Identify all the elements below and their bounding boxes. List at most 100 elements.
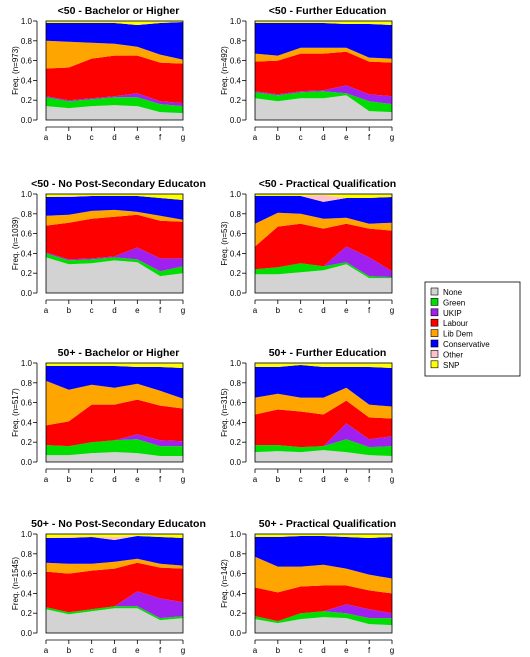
x-tick-label: g <box>181 133 185 142</box>
x-tick-label: e <box>344 133 349 142</box>
area-labour <box>46 399 183 447</box>
x-tick-label: g <box>390 133 394 142</box>
y-tick-label: 1.0 <box>230 190 242 199</box>
area-green <box>255 262 392 279</box>
x-tick-label: b <box>276 646 281 655</box>
y-tick-label: 0.0 <box>230 629 242 638</box>
x-tick-label: a <box>253 475 258 484</box>
area-conservative <box>46 195 183 220</box>
area-conservative <box>255 195 392 224</box>
x-tick-label: b <box>276 306 281 315</box>
y-axis-label: Freq. (n=53) <box>220 221 229 266</box>
x-tick-label: c <box>299 475 303 484</box>
y-tick-label: 0.2 <box>21 609 33 618</box>
area-ukip <box>46 93 183 107</box>
legend-item-labour: Labour <box>430 318 468 328</box>
chart-panel-1: <50 - Bachelor or Higher Freq. (n=973) 0.0… <box>11 5 185 142</box>
x-tick-label: e <box>344 475 349 484</box>
chart-panel-2: <50 - Further Education Freq. (n=492) 0.0 0… <box>220 5 394 142</box>
y-tick-label: 1.0 <box>21 530 33 539</box>
y-tick-label: 0.6 <box>21 399 33 408</box>
panel-title: <50 - Practical Qualification <box>259 178 396 190</box>
x-tick-label: c <box>90 133 94 142</box>
area-conservative <box>46 535 183 566</box>
x-tick-label: a <box>44 306 49 315</box>
area-conservative <box>255 535 392 579</box>
area-lib-dem <box>255 387 392 419</box>
area-lib-dem <box>255 47 392 63</box>
y-tick-label: 0.6 <box>21 230 33 239</box>
x-tick-label: f <box>159 646 162 655</box>
area-other <box>255 194 392 202</box>
x-tick-label: g <box>390 646 394 655</box>
plot-frame <box>45 193 184 294</box>
area-conservative <box>46 21 183 60</box>
plot-frame <box>254 193 393 294</box>
x-tick-label: d <box>112 646 116 655</box>
area-ukip <box>255 85 392 105</box>
x-tick-label: b <box>67 133 72 142</box>
panel-title: <50 - Further Education <box>269 5 387 17</box>
x-tick-label: d <box>321 475 325 484</box>
x-tick-label: f <box>368 475 371 484</box>
y-tick-label: 0.2 <box>21 96 33 105</box>
x-tick-label: g <box>390 306 394 315</box>
x-tick-label: a <box>253 133 258 142</box>
area-none <box>46 257 183 293</box>
y-tick-label: 0.2 <box>21 438 33 447</box>
x-tick-label: d <box>112 475 116 484</box>
area-ukip <box>255 246 392 278</box>
plot-frame <box>45 20 184 121</box>
y-tick-label: 0.4 <box>230 249 242 258</box>
y-tick-label: 0.8 <box>21 37 33 46</box>
y-tick-label: 0.2 <box>230 96 242 105</box>
area-labour <box>255 585 392 622</box>
x-tick-label: e <box>135 475 140 484</box>
chart-panel-5: 50+ - Bachelor or Higher Freq. (n=517) 0.0… <box>11 347 185 484</box>
y-axis-label: Freq. (n=315) <box>220 388 229 437</box>
legend-label: Other <box>443 350 463 359</box>
x-tick-label: e <box>135 306 140 315</box>
legend-swatch <box>430 318 439 327</box>
legend-item-ukip: UKIP <box>430 308 462 318</box>
y-tick-label: 0.4 <box>21 249 33 258</box>
y-axis-label: Freq. (n=1039) <box>11 217 20 270</box>
area-none <box>255 95 392 120</box>
y-tick-label: 0.2 <box>230 438 242 447</box>
area-ukip <box>255 604 392 622</box>
legend-swatch <box>430 308 439 317</box>
y-tick-label: 0.4 <box>21 418 33 427</box>
legend-item-none: None <box>430 287 463 297</box>
legend-item-snp: SNP <box>430 360 459 370</box>
x-tick-label: c <box>299 646 303 655</box>
area-none <box>255 264 392 293</box>
x-tick-label: e <box>135 133 140 142</box>
x-tick-label: f <box>368 306 371 315</box>
legend-label: UKIP <box>443 309 462 318</box>
x-tick-label: c <box>90 475 94 484</box>
x-tick-label: g <box>390 475 394 484</box>
y-tick-label: 0.6 <box>230 230 242 239</box>
x-tick-label: c <box>299 306 303 315</box>
legend-label: SNP <box>443 361 459 370</box>
legend-swatch <box>430 360 439 369</box>
y-tick-label: 0.6 <box>230 399 242 408</box>
x-tick-label: d <box>321 133 325 142</box>
y-tick-label: 0.8 <box>21 379 33 388</box>
area-labour <box>46 214 183 260</box>
y-tick-label: 0.0 <box>230 116 242 125</box>
area-green <box>255 439 392 457</box>
area-labour <box>255 223 392 272</box>
x-tick-label: g <box>181 306 185 315</box>
area-none <box>46 452 183 462</box>
area-none <box>255 450 392 462</box>
y-tick-label: 1.0 <box>230 359 242 368</box>
x-tick-label: a <box>253 646 258 655</box>
panel-title: 50+ - Practical Qualification <box>259 518 396 530</box>
y-tick-label: 0.2 <box>21 269 33 278</box>
x-tick-label: a <box>44 646 49 655</box>
x-tick-label: b <box>67 306 72 315</box>
area-snp <box>255 534 392 538</box>
y-tick-label: 0.8 <box>21 550 33 559</box>
